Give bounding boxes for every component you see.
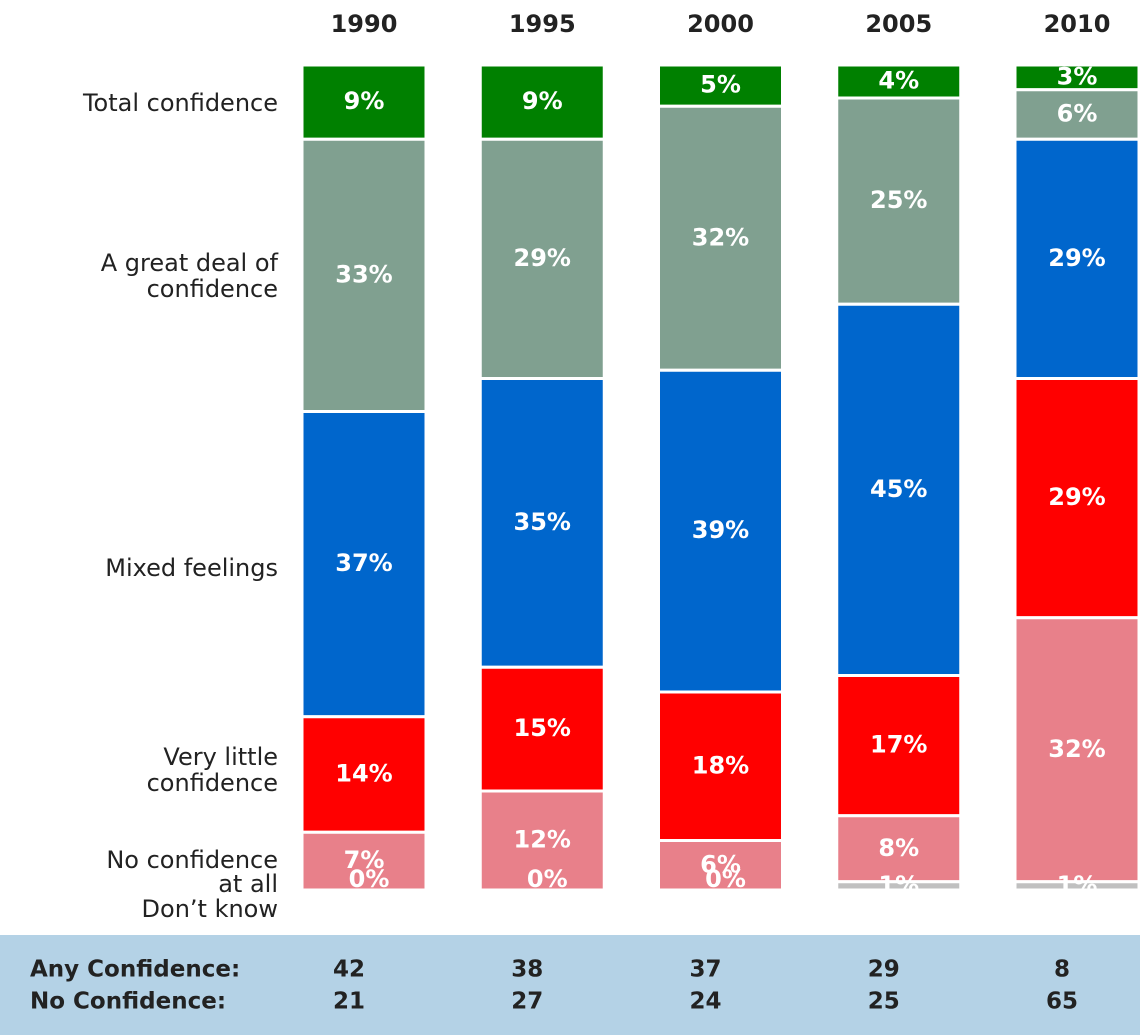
- summary-label: No Confidence:: [30, 989, 226, 1015]
- data-label: 0%: [349, 865, 390, 893]
- bar-segment: [478, 789, 606, 892]
- data-label: 9%: [522, 87, 563, 115]
- data-label: 14%: [335, 760, 392, 788]
- x-tick-label: 1990: [331, 10, 398, 38]
- row-label: A great deal of confidence: [100, 249, 278, 303]
- data-label: 4%: [878, 67, 919, 95]
- bar-segment: [300, 830, 428, 892]
- data-label: 39%: [692, 516, 749, 544]
- summary-value: 38: [511, 957, 543, 983]
- bar-segment: [478, 377, 606, 669]
- bar-segment: [1013, 63, 1140, 92]
- data-label: 1%: [878, 871, 919, 899]
- bar-segment: [835, 880, 963, 892]
- data-label: 7%: [344, 846, 385, 874]
- bar-segment: [835, 96, 963, 306]
- x-tick-label: 2005: [865, 10, 932, 38]
- data-label: 45%: [870, 475, 927, 503]
- bar-segment: [835, 814, 963, 884]
- data-label: 0%: [527, 865, 568, 893]
- row-label: No confidence at all: [106, 846, 278, 898]
- bar-segment: [478, 63, 606, 141]
- bar-segment: [300, 715, 428, 834]
- summary-value: 25: [868, 989, 900, 1015]
- data-label: 17%: [870, 731, 927, 759]
- bar-segment: [835, 302, 963, 677]
- data-label: 6%: [1057, 100, 1098, 128]
- summary-band: [0, 935, 1140, 1035]
- data-label: 37%: [335, 549, 392, 577]
- data-label: 32%: [1048, 735, 1105, 763]
- data-label: 29%: [1048, 244, 1105, 272]
- summary-label: Any Confidence:: [30, 957, 240, 983]
- data-label: 15%: [514, 714, 571, 742]
- data-label: 5%: [700, 71, 741, 99]
- data-label: 12%: [514, 826, 571, 854]
- summary-value: 8: [1054, 957, 1070, 983]
- data-label: 35%: [514, 508, 571, 536]
- x-tick-label: 2010: [1044, 10, 1111, 38]
- bar-segment: [657, 839, 784, 892]
- bar-segment: [300, 410, 428, 719]
- bar-segment: [657, 368, 784, 694]
- data-label: 8%: [878, 834, 919, 862]
- data-label: 25%: [870, 186, 927, 214]
- data-label: 6%: [700, 850, 741, 878]
- row-label: Total confidence: [82, 89, 278, 117]
- bar-segment: [1013, 616, 1140, 884]
- summary-value: 37: [689, 957, 721, 983]
- bar-segment: [835, 674, 963, 818]
- row-label: Very little confidence: [146, 743, 278, 797]
- summary-value: 21: [333, 989, 365, 1015]
- summary-value: 65: [1046, 989, 1078, 1015]
- data-label: 32%: [692, 223, 749, 251]
- bar-segment: [478, 665, 606, 793]
- row-label: Mixed feelings: [105, 554, 278, 582]
- summary-value: 24: [689, 989, 721, 1015]
- data-label: 3%: [1057, 62, 1098, 90]
- x-tick-label: 1995: [509, 10, 576, 38]
- bar-segment: [1013, 880, 1140, 892]
- data-label: 29%: [514, 244, 571, 272]
- summary-value: 42: [333, 957, 365, 983]
- bar-segment: [657, 690, 784, 842]
- data-label: 1%: [1057, 871, 1098, 899]
- summary-value: 27: [511, 989, 543, 1015]
- x-tick-label: 2000: [687, 10, 754, 38]
- summary-value: 29: [868, 957, 900, 983]
- data-label: 33%: [335, 260, 392, 288]
- row-label: Don’t know: [141, 895, 278, 923]
- data-label: 0%: [705, 865, 746, 893]
- bar-segment: [1013, 137, 1140, 380]
- bar-segment: [835, 63, 963, 100]
- data-label: 18%: [692, 751, 749, 779]
- data-label: 9%: [344, 87, 385, 115]
- data-label: 29%: [1048, 483, 1105, 511]
